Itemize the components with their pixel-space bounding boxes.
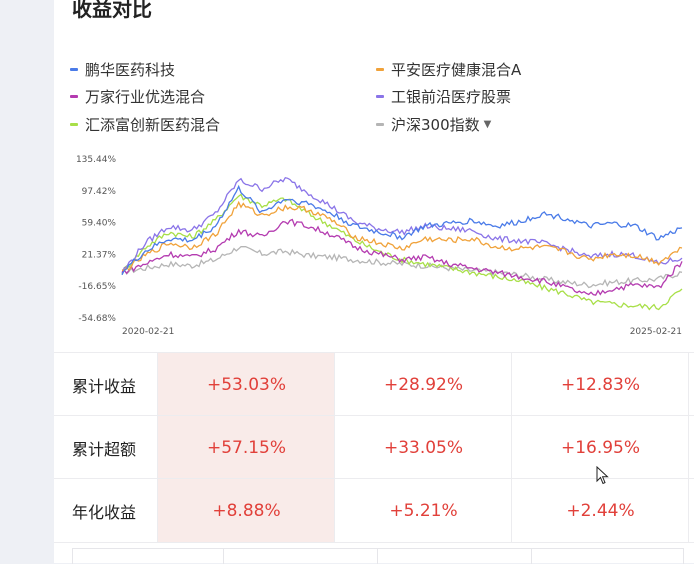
value-cell: +12.83% [511,353,689,416]
legend-item-penghua[interactable]: 鹏华医药科技 [70,58,175,80]
legend-label: 工银前沿医疗股票 [391,87,512,106]
section-title: 收益对比 [72,0,152,21]
series-line [121,184,683,276]
chart-legend: 鹏华医药科技 平安医疗健康混合A 万家行业优选混合 工银前沿医疗股票 汇添富创新… [70,58,630,138]
legend-label: 沪深300指数 [391,115,480,134]
legend-swatch [70,122,78,126]
series-line [121,245,683,289]
table-row: 累计超额 +57.15% +33.05% +16.95% [54,415,694,479]
row-label: 年化收益 [72,502,137,522]
row-label: 累计超额 [72,439,137,459]
value-cell: +2.44% [511,479,689,542]
legend-item-hs300[interactable]: 沪深300指数 ▼ [376,113,491,135]
y-tick-label: 97.42% [82,187,117,197]
value-cell: +33.05% [334,416,512,479]
legend-item-pingan[interactable]: 平安医疗健康混合A [376,58,521,80]
table-row: 累计收益 +53.03% +28.92% +12.83% [54,352,694,416]
bottom-tab-bar [72,548,684,564]
value-cell: +16.95% [511,416,689,479]
value-cell: +5.21% [334,479,512,542]
legend-item-wanjia[interactable]: 万家行业优选混合 [70,85,205,107]
value-cell-overflow [688,479,694,542]
legend-swatch [70,94,78,98]
value-cell-overflow [688,353,694,416]
value-cell: +28.92% [334,353,512,416]
legend-swatch [376,94,384,98]
value-cell: +57.15% [157,416,335,479]
legend-swatch [376,122,384,126]
series-line [121,176,683,274]
dropdown-triangle-icon[interactable]: ▼ [483,118,492,130]
mouse-cursor-icon [596,466,609,485]
y-tick-label: -16.65% [78,282,116,292]
series-line [121,218,683,296]
series-line [121,200,683,271]
row-label: 累计收益 [72,376,137,396]
y-tick-label: 135.44% [76,155,116,165]
legend-label: 汇添富创新医药混合 [85,115,221,134]
y-tick-label: 21.37% [82,250,117,260]
return-comparison-chart: 135.44% 97.42% 59.40% 21.37% -16.65% -54.68% 2… [76,155,683,337]
legend-item-gongyin[interactable]: 工银前沿医疗股票 [376,85,511,107]
y-tick-label: 59.40% [82,219,117,229]
x-tick-label: 2020-02-21 [122,327,174,337]
y-tick-label: -54.68% [78,314,116,324]
legend-label: 万家行业优选混合 [85,87,206,106]
value-cell: +53.03% [157,353,335,416]
value-cell-overflow [688,416,694,479]
table-row: 年化收益 +8.88% +5.21% +2.44% [54,478,694,543]
legend-label: 鹏华医药科技 [85,60,176,79]
x-tick-label: 2025-02-21 [630,327,682,337]
legend-label: 平安医疗健康混合A [391,60,522,79]
value-cell: +8.88% [157,479,335,542]
legend-swatch [70,67,78,71]
series-line [121,193,683,311]
legend-swatch [376,67,384,71]
legend-item-huitianfu[interactable]: 汇添富创新医药混合 [70,113,220,135]
